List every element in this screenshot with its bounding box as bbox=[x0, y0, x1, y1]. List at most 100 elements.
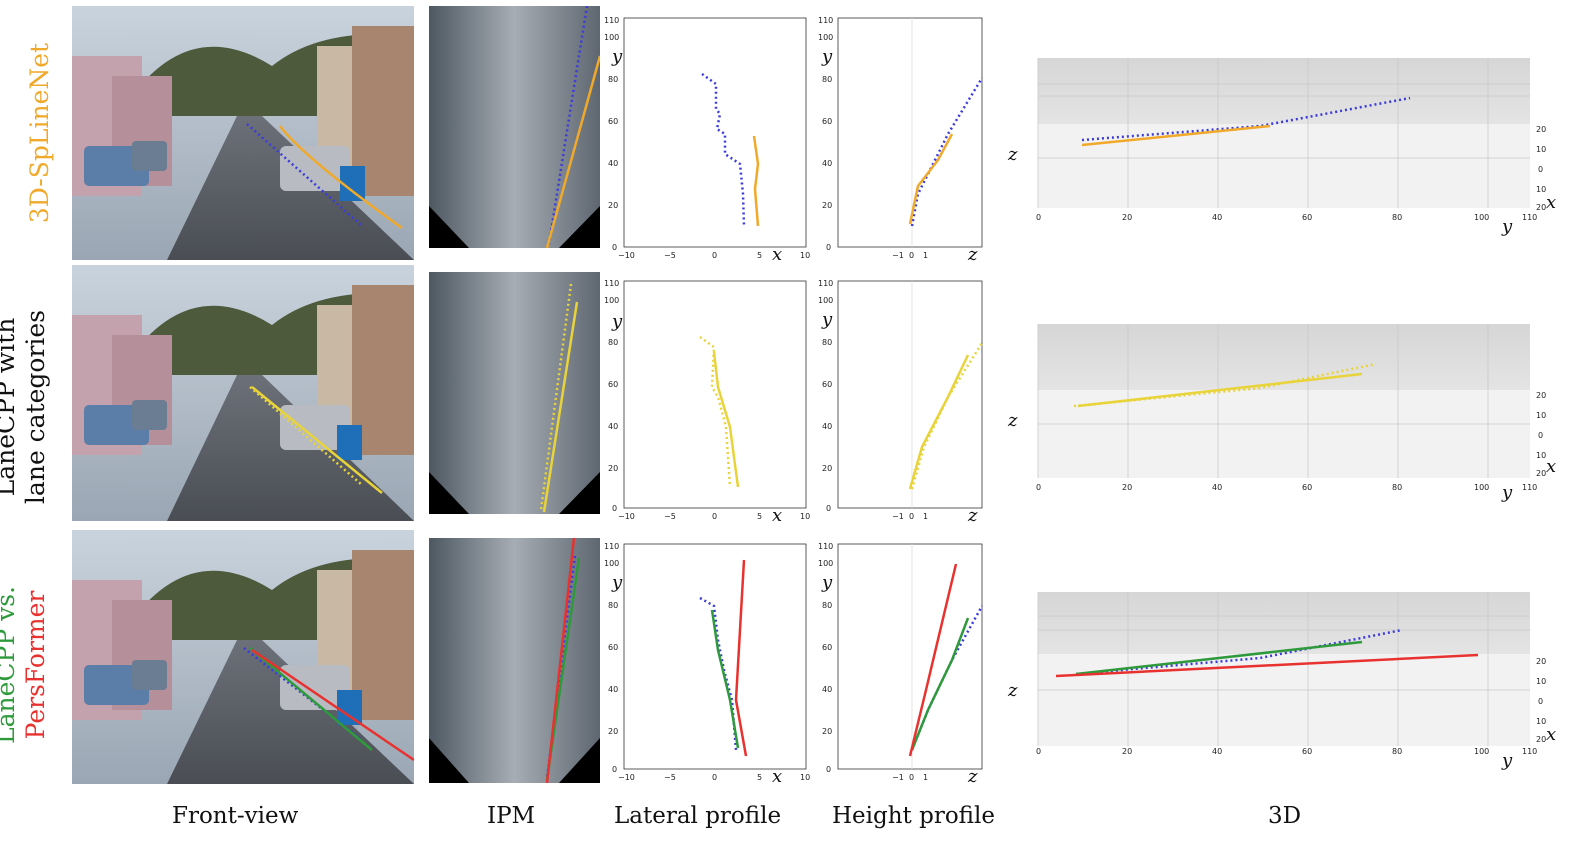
tick-label: −1 bbox=[892, 512, 904, 521]
axis-label-x: x bbox=[772, 505, 782, 525]
lateral-profile-plot-row2: 110 100 80 60 40 20 0 y −10 −5 0 5 10 x bbox=[604, 277, 814, 525]
axis-label-x: x bbox=[1546, 724, 1556, 745]
predicted-lane bbox=[1077, 372, 1363, 408]
predicted-lane bbox=[1081, 124, 1271, 147]
tick-label: 5 bbox=[757, 773, 762, 782]
axis-label-y: y bbox=[611, 311, 623, 332]
tick-label: 5 bbox=[757, 512, 762, 521]
tick-label: 60 bbox=[608, 117, 618, 126]
column-label-3d: 3D bbox=[1268, 803, 1302, 829]
tick-label: 0 bbox=[612, 504, 617, 513]
tick-label: 10 bbox=[1536, 717, 1546, 726]
predicted-lane bbox=[908, 133, 954, 225]
tick-label: 80 bbox=[1392, 483, 1402, 492]
axis-label-x: x bbox=[772, 244, 782, 264]
column-label-front-view: Front-view bbox=[172, 803, 299, 829]
axis-label-x: z bbox=[967, 505, 978, 525]
row-label-line: PersFormer bbox=[21, 590, 50, 740]
ground-truth-lane bbox=[1081, 96, 1411, 142]
tick-label: 0 bbox=[1538, 697, 1543, 706]
row-label-line: LaneCPP vs. bbox=[0, 585, 20, 745]
tick-label: 0 bbox=[909, 512, 914, 521]
row-label-line: LaneCPP with bbox=[0, 317, 20, 497]
tick-label: 0 bbox=[612, 765, 617, 774]
tick-label: 60 bbox=[822, 117, 832, 126]
tick-label: 10 bbox=[1536, 185, 1546, 194]
tick-label: 20 bbox=[1122, 483, 1132, 492]
tick-label: 10 bbox=[1536, 677, 1546, 686]
tick-label: 0 bbox=[1538, 165, 1543, 174]
tick-label: 20 bbox=[1536, 125, 1546, 134]
tick-label: −1 bbox=[892, 251, 904, 260]
axis-label-y: y bbox=[821, 572, 833, 593]
tick-label: 20 bbox=[1536, 657, 1546, 666]
axis-label-y: y bbox=[821, 309, 833, 330]
height-profile-plot-row1: 110 100 80 60 40 20 0 y −1 0 1 z bbox=[818, 14, 986, 264]
tick-label: 110 bbox=[1522, 747, 1537, 756]
tick-label: −10 bbox=[618, 512, 635, 521]
tick-label: 20 bbox=[608, 201, 618, 210]
tick-label: 80 bbox=[822, 601, 832, 610]
axis-label-x: z bbox=[967, 766, 978, 786]
axis-label-y: y bbox=[611, 46, 623, 67]
persformer-lane bbox=[734, 559, 748, 757]
predicted-lane bbox=[712, 351, 740, 488]
tick-label: 40 bbox=[1212, 747, 1222, 756]
tick-label: 10 bbox=[1536, 411, 1546, 420]
tick-label: 20 bbox=[1122, 747, 1132, 756]
tick-label: 0 bbox=[1036, 747, 1041, 756]
tick-label: 80 bbox=[608, 75, 618, 84]
tick-label: 60 bbox=[1302, 483, 1312, 492]
tick-label: 60 bbox=[608, 380, 618, 389]
ipm-image-row1 bbox=[429, 6, 600, 248]
predicted-lane bbox=[1075, 640, 1363, 676]
axis-label-y: y bbox=[821, 46, 833, 67]
tick-label: 0 bbox=[712, 512, 717, 521]
front-view-image-row1 bbox=[72, 6, 414, 260]
axis-label-x: x bbox=[1546, 456, 1556, 477]
tick-label: 60 bbox=[608, 643, 618, 652]
axis-label-z: z bbox=[1007, 144, 1018, 165]
tick-label: 110 bbox=[818, 279, 833, 288]
tick-label: 1 bbox=[923, 251, 928, 260]
tick-label: 60 bbox=[1302, 213, 1312, 222]
predicted-lane bbox=[910, 617, 970, 751]
tick-label: 100 bbox=[818, 33, 833, 42]
tick-label: −10 bbox=[618, 251, 635, 260]
tick-label: 110 bbox=[1522, 213, 1537, 222]
tick-label: 0 bbox=[1036, 213, 1041, 222]
three-d-plot-row2: 0 20 40 60 80 100 110 y z 20 10 0 10 20 … bbox=[1000, 318, 1576, 506]
tick-label: 100 bbox=[604, 559, 619, 568]
height-profile-plot-row3: 110 100 80 60 40 20 0 y −1 0 1 z bbox=[818, 540, 986, 786]
tick-label: 100 bbox=[1474, 747, 1489, 756]
tick-label: 40 bbox=[822, 685, 832, 694]
tick-label: 80 bbox=[822, 338, 832, 347]
tick-label: 20 bbox=[1536, 735, 1546, 744]
tick-label: 20 bbox=[822, 727, 832, 736]
ground-truth-lane bbox=[699, 596, 738, 751]
tick-label: 100 bbox=[604, 296, 619, 305]
tick-label: −5 bbox=[664, 773, 676, 782]
row-label-lanecpp-categories: LaneCPP with lane categories bbox=[0, 302, 55, 512]
predicted-lane bbox=[908, 354, 970, 490]
axis-label-y: y bbox=[1501, 750, 1513, 771]
tick-label: 110 bbox=[818, 16, 833, 25]
tick-label: 0 bbox=[826, 765, 831, 774]
height-profile-plot-row2: 110 100 80 60 40 20 0 y −1 0 1 z bbox=[818, 277, 986, 525]
ground-truth-lane bbox=[701, 72, 746, 227]
tick-label: −1 bbox=[892, 773, 904, 782]
predicted-lane bbox=[710, 609, 740, 749]
tick-label: 0 bbox=[826, 504, 831, 513]
tick-label: 20 bbox=[1536, 469, 1546, 478]
tick-label: 100 bbox=[1474, 483, 1489, 492]
row-label-lanecpp-vs-persformer: LaneCPP vs. PersFormer bbox=[0, 570, 55, 760]
front-view-image-row2 bbox=[72, 265, 414, 521]
tick-label: 80 bbox=[822, 75, 832, 84]
tick-label: 20 bbox=[1536, 203, 1546, 212]
tick-label: 10 bbox=[1536, 451, 1546, 460]
ipm-image-row3 bbox=[429, 538, 600, 783]
tick-label: 20 bbox=[1536, 391, 1546, 400]
tick-label: 60 bbox=[822, 643, 832, 652]
tick-label: 10 bbox=[800, 251, 810, 260]
tick-label: 10 bbox=[800, 773, 810, 782]
